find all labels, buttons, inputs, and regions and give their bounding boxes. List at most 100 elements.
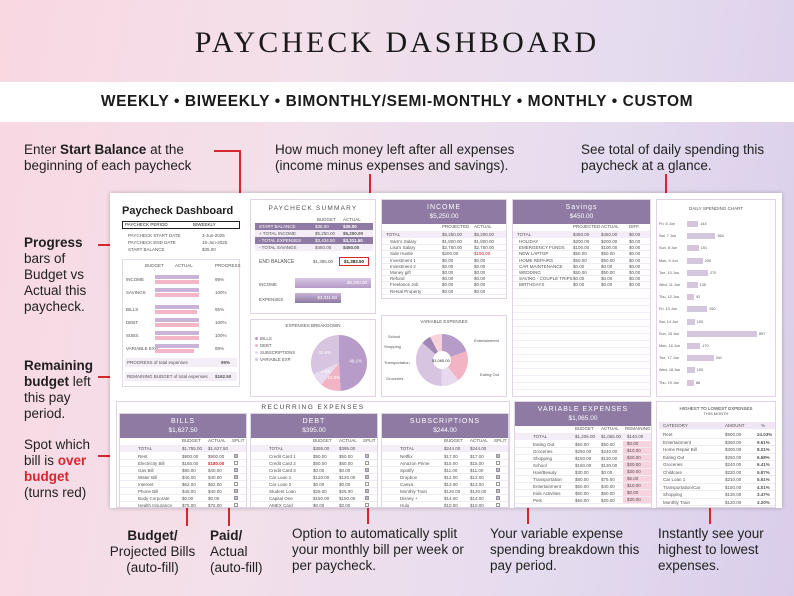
cell-p: $50.00: [573, 269, 587, 275]
table-row: Hair/Beauty $30.00 $0.00 $30.00: [515, 469, 651, 476]
summary-row-label: START BALANCE: [259, 224, 296, 229]
annotation-bold: Remaining budget: [24, 358, 94, 389]
split-checkbox[interactable]: [365, 475, 369, 479]
annotation-text: Enter: [24, 142, 61, 157]
breakdown-legend: BILLS DEBT SUBSCRIPTIONS VARIABLE EXP.: [255, 336, 295, 364]
daily-bar-label: Thu, 12 Jun: [659, 295, 680, 300]
split-checkbox[interactable]: [496, 496, 500, 500]
table-row: Canva $13.00 $13.00: [382, 481, 508, 488]
table-row: Credit Card 2 $50.00 $50.00: [251, 460, 377, 467]
daily-bar-label: Wed, 18 Jun: [659, 368, 681, 373]
start-date-value[interactable]: 3-Jun-2025: [202, 233, 225, 238]
start-balance-input[interactable]: $35.00: [202, 247, 216, 252]
split-checkbox[interactable]: [365, 496, 369, 500]
summary-row-budget: $5,250.00: [315, 231, 336, 236]
income-total: $5,250.00: [429, 213, 459, 220]
cell-name: Investment 1: [390, 257, 416, 263]
section-total: $1,627.50: [168, 427, 198, 434]
split-checkbox[interactable]: [496, 475, 500, 479]
row-budget: $50.00: [575, 498, 589, 503]
split-checkbox[interactable]: [496, 461, 500, 465]
split-checkbox[interactable]: [234, 461, 238, 465]
split-checkbox[interactable]: [365, 482, 369, 486]
table-row: Monthly Train $120.00 3.20%: [659, 499, 775, 506]
row-budget: $150.00: [575, 463, 592, 468]
split-checkbox[interactable]: [496, 482, 500, 486]
savings-section: Savings $450.00 PROJECTED ACTUAL DIFF. TO…: [512, 199, 651, 397]
cell-p: $1,800.00: [442, 239, 463, 244]
highest-col-category: CATEGORY: [663, 423, 688, 428]
section-header: BILLS $1,627.50: [120, 414, 246, 438]
split-checkbox[interactable]: [365, 503, 369, 507]
split-checkbox[interactable]: [496, 503, 500, 507]
remaining-cell: $0.00: [623, 490, 651, 496]
legend-swatch: [255, 351, 258, 354]
savings-total-diff: $0.00: [629, 232, 641, 237]
split-checkbox[interactable]: [234, 454, 238, 458]
summary-row-actual: $450.00: [343, 245, 360, 250]
split-checkbox[interactable]: [496, 489, 500, 493]
cell-name: Rental Property: [390, 288, 422, 294]
table-row: WEDDING $50.00 $50.00 $0.00: [513, 269, 650, 277]
highest-col-pct: %: [761, 423, 766, 428]
daily-bar-value: 200: [704, 258, 711, 263]
row-pct: 8.01%: [757, 447, 770, 452]
legend-item: BILLS: [255, 336, 295, 343]
frequency-list: WEEKLY • BIWEEKLY • BIMONTHLY/SEMI-MONTH…: [100, 93, 694, 110]
row-name: Spotify: [400, 468, 414, 473]
split-checkbox[interactable]: [234, 496, 238, 500]
variable-label: Transportation: [384, 360, 410, 365]
period-select[interactable]: PAYCHECK PERIOD BIWEEKLY: [122, 221, 240, 229]
row-category: Shopping: [663, 492, 683, 497]
budget-bar: [155, 344, 199, 348]
cell-p: $200.00: [573, 239, 590, 244]
row-actual: $25.00: [339, 489, 353, 494]
cell-p: $0.00: [442, 276, 454, 282]
connector-line: [214, 150, 240, 152]
split-checkbox[interactable]: [234, 482, 238, 486]
summary-row-label: - TOTAL SAVINGS: [259, 245, 297, 250]
total-label: TOTAL: [533, 434, 548, 439]
table-row: Electricity Bill $165.00 $180.00: [120, 460, 246, 467]
end-date-value[interactable]: 16-Jun-2025: [202, 240, 228, 245]
budget-bar: [155, 275, 199, 279]
daily-bar-label: Sat, 14 Jun: [659, 319, 679, 324]
row-name: Internet: [138, 482, 154, 487]
split-checkbox[interactable]: [365, 461, 369, 465]
table-row: Transportation $80.00 $75.00 $5.00: [515, 476, 651, 483]
row-name: Dropbox: [400, 475, 418, 480]
col-actual: ACTUAL: [208, 438, 226, 443]
summary-row-label: - TOTAL EXPENSES: [259, 238, 302, 243]
split-checkbox[interactable]: [496, 468, 500, 472]
daily-bar-label: Tue, 10 Jun: [659, 270, 679, 275]
annotation-bold: Start Balance: [60, 142, 147, 157]
col-split: SPLIT: [363, 438, 376, 443]
row-amount: $900.00: [725, 432, 742, 437]
split-checkbox[interactable]: [234, 489, 238, 493]
daily-bar: [687, 257, 703, 264]
split-checkbox[interactable]: [365, 468, 369, 472]
cell-name: HOLIDAY: [519, 239, 539, 244]
cell-p: $0.00: [442, 288, 454, 294]
cell-d: $0.00: [629, 239, 641, 244]
remaining-value: $162.50: [215, 374, 232, 379]
row-actual: $120.00: [339, 475, 356, 480]
variable-center-value: $1,065.00: [432, 358, 450, 363]
row-budget: $75.00: [182, 503, 196, 508]
row-actual: $50.00: [601, 442, 615, 447]
row-budget: $10.00: [444, 503, 458, 508]
split-checkbox[interactable]: [234, 503, 238, 507]
split-checkbox[interactable]: [365, 454, 369, 458]
table-row: CAR MAINTENANCE $0.00 $0.00 $0.00: [513, 263, 650, 270]
row-category: Home Repair Bill: [663, 447, 697, 452]
cell-name: CAR MAINTENANCE: [519, 263, 563, 269]
split-checkbox[interactable]: [365, 489, 369, 493]
legend-label: VARIABLE EXP.: [260, 357, 292, 362]
remaining-cell: $20.00: [623, 455, 651, 461]
table-row: Freelance Job $0.00 $0.00: [382, 282, 506, 289]
total-budget: $1,205.00: [575, 434, 596, 439]
split-checkbox[interactable]: [234, 468, 238, 472]
variable-pie: [416, 334, 468, 386]
split-checkbox[interactable]: [234, 475, 238, 479]
split-checkbox[interactable]: [496, 454, 500, 458]
